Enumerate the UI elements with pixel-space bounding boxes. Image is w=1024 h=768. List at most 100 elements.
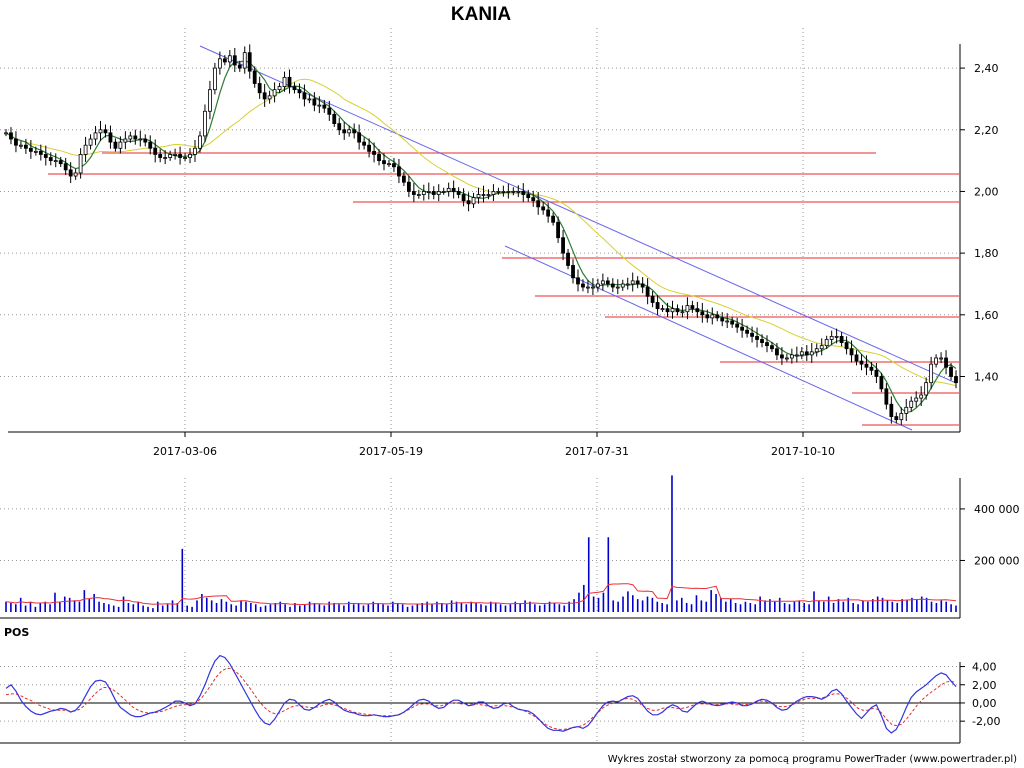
chart-title: KANIA <box>451 4 511 25</box>
candle <box>576 269 580 292</box>
candle-body <box>521 191 526 195</box>
candle-body <box>431 191 436 195</box>
candle-body <box>392 163 396 168</box>
candle <box>307 94 312 104</box>
candle-body <box>531 197 536 202</box>
candle-body <box>133 135 138 140</box>
candle-body <box>640 283 645 288</box>
candle <box>108 125 113 149</box>
candle-body <box>770 345 774 350</box>
candle-body <box>208 89 212 112</box>
candle-body <box>491 191 496 195</box>
candle <box>357 124 362 150</box>
candle <box>451 180 456 199</box>
candle-body <box>128 135 133 140</box>
price-ytick-label-2: 2,00 <box>974 185 999 198</box>
candle-body <box>536 200 541 208</box>
candle <box>4 129 8 137</box>
volume-average-line <box>5 583 957 605</box>
candle-body <box>546 209 551 217</box>
candle-body <box>655 302 660 310</box>
candle <box>909 396 914 412</box>
candle <box>501 185 506 197</box>
candle-body <box>730 320 735 325</box>
candle-body <box>541 206 546 211</box>
candle <box>516 185 521 198</box>
candle-body <box>198 135 202 149</box>
price-xtick-label-2: 2017-07-31 <box>565 445 629 458</box>
candle <box>591 278 595 296</box>
candle-body <box>725 320 730 323</box>
candle <box>944 350 948 375</box>
candle <box>257 76 262 99</box>
candle-body <box>88 138 93 146</box>
candle-body <box>436 191 441 195</box>
candle <box>372 142 376 163</box>
candle-body <box>486 194 491 196</box>
candle <box>426 182 431 200</box>
candle-body <box>526 194 531 199</box>
candle <box>436 184 441 202</box>
candle <box>874 363 879 384</box>
candle <box>715 311 720 322</box>
candle <box>213 62 217 95</box>
candle-body <box>740 326 745 331</box>
candle-body <box>441 191 446 193</box>
candle <box>879 372 884 393</box>
candle-body <box>556 221 560 239</box>
candle-body <box>849 348 854 356</box>
candle <box>337 117 342 135</box>
pos-main-line <box>5 654 957 734</box>
candle-body <box>446 187 451 192</box>
candle <box>839 332 844 347</box>
candle-body <box>834 335 839 338</box>
candle-body <box>232 55 237 66</box>
candle-body <box>506 191 511 193</box>
candle <box>287 69 292 94</box>
candle-body <box>944 357 948 368</box>
candle-body <box>899 413 904 421</box>
candle <box>680 305 685 318</box>
candle-body <box>645 286 650 297</box>
price-xtick-label-1: 2017-05-19 <box>359 445 423 458</box>
candle <box>78 148 83 179</box>
candle <box>347 125 352 137</box>
candle-body <box>720 317 725 322</box>
candle <box>804 345 809 362</box>
candle <box>322 99 327 113</box>
pos-ytick-label-1: 2,00 <box>972 679 997 692</box>
candle <box>387 159 391 168</box>
candle <box>949 363 953 381</box>
candle-body <box>854 354 859 362</box>
candle-body <box>675 308 680 313</box>
candle <box>88 134 93 150</box>
candle <box>456 187 461 199</box>
candle <box>198 131 202 153</box>
candle-body <box>63 163 68 171</box>
candle-body <box>466 200 471 205</box>
candle-body <box>118 141 123 149</box>
candle-body <box>103 129 108 134</box>
candle <box>178 146 182 165</box>
candle <box>566 248 570 270</box>
candle <box>889 396 894 424</box>
candle <box>655 295 660 316</box>
moving-average-long <box>5 78 957 387</box>
candle-body <box>715 314 720 319</box>
candle <box>884 383 889 410</box>
candle <box>19 140 23 149</box>
candle <box>362 137 367 150</box>
candle <box>864 355 869 376</box>
candle-body <box>869 366 874 371</box>
candle <box>118 136 123 154</box>
candle <box>93 126 98 146</box>
candle <box>43 145 48 166</box>
candle-body <box>934 357 939 365</box>
candle-body <box>158 154 163 158</box>
candle <box>133 129 138 145</box>
candle <box>367 138 371 158</box>
candle <box>242 46 247 74</box>
candle <box>546 202 551 223</box>
candle-body <box>58 160 63 165</box>
